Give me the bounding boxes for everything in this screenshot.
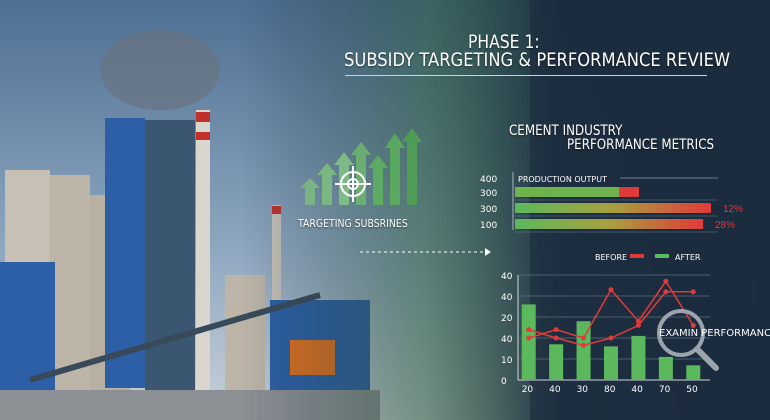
tick-label: 300 — [480, 205, 497, 215]
bar-after — [631, 335, 646, 380]
x-tick-label: 30 — [577, 385, 589, 395]
y-tick-label: 10 — [501, 356, 513, 366]
y-tick-label: 40 — [501, 272, 513, 282]
bar-annotation: 12% — [723, 204, 743, 215]
point-before — [581, 335, 587, 341]
point-before — [526, 335, 532, 341]
point-before — [608, 335, 614, 341]
point-before — [581, 342, 587, 348]
chart-title: PRODUCTION OUTPUT — [518, 175, 607, 184]
tick-label: 400 — [480, 175, 497, 185]
metrics-title-2: PERFORMANCE METRICS — [567, 137, 715, 153]
examine-performance-label: EXAMIN PERFORMANCE — [659, 328, 770, 339]
bar-after — [576, 321, 591, 380]
y-tick-label: 20 — [501, 314, 513, 324]
growth-arrows-icon — [300, 128, 422, 205]
dashed-arrow — [360, 248, 491, 256]
bar-gradient-fill — [515, 203, 711, 213]
title-line-1: PHASE 1: — [468, 31, 540, 53]
legend-before-swatch — [630, 254, 644, 258]
title-divider — [345, 75, 707, 76]
y-tick-label: 0 — [501, 377, 507, 387]
bar-after — [549, 344, 564, 380]
x-tick-label: 50 — [686, 385, 698, 395]
point-before — [635, 322, 641, 328]
bar-after — [521, 304, 536, 380]
targeting-label: TARGETING SUBSRINES — [298, 217, 408, 230]
legend-after: AFTER — [675, 253, 701, 262]
legend-before: BEFORE — [595, 253, 627, 262]
tick-label: 300 — [480, 189, 497, 199]
y-tick-label: 40 — [501, 335, 513, 345]
bar-red — [619, 187, 639, 197]
legend-after-swatch — [655, 254, 669, 258]
x-tick-label: 80 — [604, 385, 616, 395]
bar-after — [686, 365, 701, 380]
point-before — [663, 289, 669, 295]
point-before — [608, 287, 614, 293]
title-line-2: SUBSIDY TARGETING & PERFORMANCE REVIEW — [344, 49, 731, 71]
before-after-chart: BEFORE AFTER 0 10 40 20 40 40 20 40 30 80 40 70 50 — [501, 253, 710, 395]
magnifier-icon — [657, 309, 719, 371]
point-before — [690, 289, 696, 295]
x-tick-label: 20 — [522, 385, 534, 395]
y-tick-label: 40 — [501, 293, 513, 303]
bar-gradient-fill — [515, 219, 704, 229]
bar-annotation: 28% — [715, 220, 735, 231]
point-before — [690, 322, 696, 328]
metrics-title-1: CEMENT INDUSTRY — [509, 123, 623, 139]
point-before — [553, 335, 559, 341]
tick-label: 100 — [480, 221, 497, 231]
crosshair-target-icon — [335, 166, 371, 202]
point-before — [526, 327, 532, 333]
point-before — [663, 278, 669, 284]
point-before — [635, 318, 641, 324]
bar-after — [658, 356, 673, 380]
bar-after — [604, 346, 618, 380]
x-tick-label: 40 — [631, 385, 643, 395]
x-tick-label: 70 — [659, 385, 671, 395]
bar-green — [515, 187, 619, 197]
point-before — [553, 327, 559, 333]
x-tick-label: 40 — [549, 385, 561, 395]
production-output-chart: 400 300 300 100 PRODUCTION OUTPUT 12% 28% — [480, 172, 743, 233]
